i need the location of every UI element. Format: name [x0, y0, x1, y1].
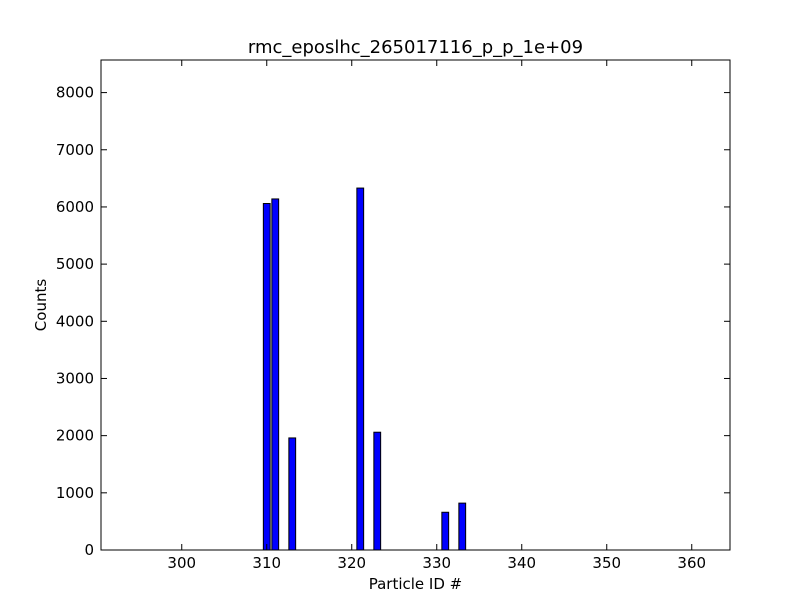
x-tick-label-310: 310 [252, 554, 281, 572]
x-tick-label-360: 360 [677, 554, 706, 572]
y-tick-label-0: 0 [84, 541, 94, 559]
bar-311 [271, 198, 280, 551]
x-tick-label-350: 350 [592, 554, 621, 572]
x-tick-label-320: 320 [337, 554, 366, 572]
y-tick-label-3000: 3000 [56, 369, 94, 387]
bar-313 [288, 437, 297, 551]
x-axis-label: Particle ID # [369, 575, 463, 593]
y-tick-label-5000: 5000 [56, 255, 94, 273]
bar-331 [441, 511, 450, 551]
bar-333 [458, 502, 467, 551]
y-tick-label-4000: 4000 [56, 312, 94, 330]
x-tick-label-300: 300 [167, 554, 196, 572]
y-tick-label-6000: 6000 [56, 198, 94, 216]
bar-310 [262, 203, 271, 551]
chart-title: rmc_eposlhc_265017116_p_p_1e+09 [248, 37, 583, 58]
y-tick-label-8000: 8000 [56, 84, 94, 102]
ticks-layer: 300 310 320 330 340 350 360 0 1000 2000 3000 4000 50… [56, 60, 730, 572]
bar-321 [356, 187, 365, 551]
y-tick-label-2000: 2000 [56, 427, 94, 445]
y-tick-label-1000: 1000 [56, 484, 94, 502]
y-tick-label-7000: 7000 [56, 141, 94, 159]
x-tick-label-330: 330 [422, 554, 451, 572]
bar-323 [373, 431, 382, 551]
x-tick-label-340: 340 [507, 554, 536, 572]
bars-layer [262, 187, 467, 551]
plot-area-frame [100, 59, 731, 551]
y-axis-label: Counts [32, 279, 50, 332]
